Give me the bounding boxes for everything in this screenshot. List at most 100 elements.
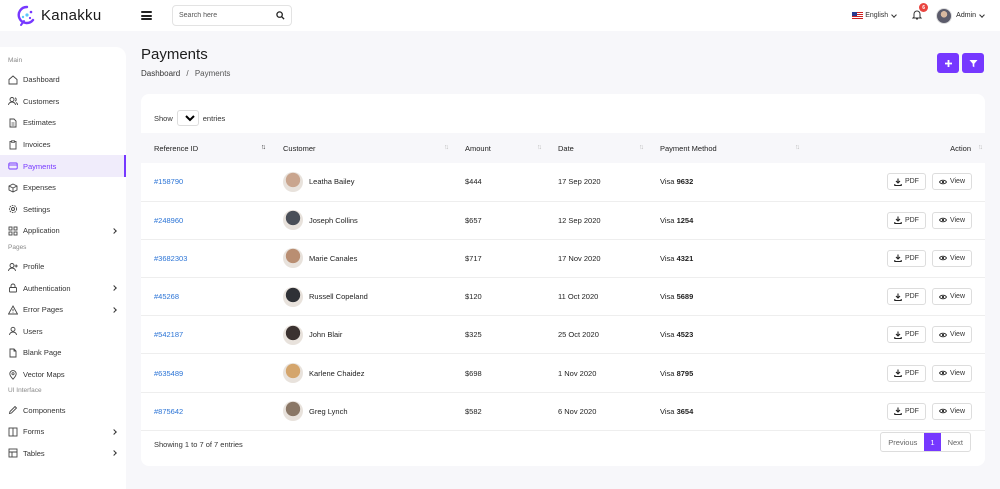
breadcrumb: Dashboard / Payments xyxy=(141,69,230,78)
clipboard-icon xyxy=(9,139,17,150)
sidebar-section-title: UI Interface xyxy=(8,387,42,395)
sidebar-item-application[interactable]: Application xyxy=(0,220,126,242)
pdf-label: PDF xyxy=(904,369,919,377)
view-button[interactable]: View xyxy=(931,402,972,420)
user-menu[interactable]: Admin xyxy=(936,7,985,24)
sidebar-item-label: Expenses xyxy=(23,183,56,193)
search-icon[interactable] xyxy=(276,11,285,20)
sidebar-item-blank-page[interactable]: Blank Page xyxy=(0,342,126,364)
view-button[interactable]: View xyxy=(931,288,972,306)
column-header-action[interactable]: Action ↑↓ xyxy=(950,143,983,153)
reference-link[interactable]: #635489 xyxy=(154,368,184,378)
view-button[interactable]: View xyxy=(931,211,972,229)
column-header-customer[interactable]: Customer ↑↓ xyxy=(283,143,449,153)
date: 17 Sep 2020 xyxy=(558,177,601,187)
sidebar-item-tables[interactable]: Tables xyxy=(0,443,126,465)
card-number: 4321 xyxy=(676,253,694,263)
chevron-down-icon xyxy=(891,11,897,18)
customer-name[interactable]: John Blair xyxy=(309,330,343,340)
column-header-payment-method[interactable]: Payment Method ↑↓ xyxy=(660,143,800,153)
sidebar-item-authentication[interactable]: Authentication xyxy=(0,277,126,299)
avatar[interactable] xyxy=(283,248,303,269)
view-button[interactable]: View xyxy=(931,249,972,267)
pdf-button[interactable]: PDF xyxy=(886,326,926,344)
customer-name[interactable]: Russell Copeland xyxy=(309,292,368,302)
sidebar-item-label: Dashboard xyxy=(23,75,60,85)
column-header-reference-id[interactable]: Reference ID ↑↓ xyxy=(154,143,266,153)
avatar[interactable] xyxy=(283,363,303,384)
sidebar-item-expenses[interactable]: Expenses xyxy=(0,177,126,199)
sidebar-item-invoices[interactable]: Invoices xyxy=(0,134,126,156)
notifications-button[interactable]: 6 xyxy=(911,3,929,22)
reference-link[interactable]: #3682303 xyxy=(154,253,188,263)
sidebar-item-components[interactable]: Components xyxy=(0,399,126,421)
customer-name[interactable]: Leatha Bailey xyxy=(309,177,355,187)
next-page-button[interactable]: Next xyxy=(947,437,963,447)
avatar[interactable] xyxy=(283,401,303,422)
view-button[interactable]: View xyxy=(931,364,972,382)
download-icon xyxy=(894,178,902,186)
add-payment-button[interactable] xyxy=(937,53,959,73)
avatar[interactable] xyxy=(283,210,303,231)
sidebar-item-settings[interactable]: Settings xyxy=(0,199,126,221)
column-header-amount[interactable]: Amount ↑↓ xyxy=(465,143,542,153)
eye-icon xyxy=(938,332,947,338)
sidebar-item-customers[interactable]: Customers xyxy=(0,91,126,113)
sidebar-item-label: Invoices xyxy=(23,140,51,150)
sidebar-item-label: Profile xyxy=(23,262,45,272)
view-button[interactable]: View xyxy=(931,326,972,344)
customer-name[interactable]: Greg Lynch xyxy=(309,406,348,416)
logo[interactable]: Kanakku xyxy=(0,5,126,27)
entries-length-control: Show 10 entries xyxy=(154,110,225,126)
reference-link[interactable]: #542187 xyxy=(154,330,184,340)
sidebar-section-title: Main xyxy=(8,57,23,64)
pdf-button[interactable]: PDF xyxy=(886,211,926,229)
reference-link[interactable]: #248960 xyxy=(154,215,184,225)
entries-select[interactable]: 10 xyxy=(176,110,199,126)
search-input[interactable] xyxy=(179,12,276,19)
sidebar-item-error-pages[interactable]: Error Pages xyxy=(0,299,126,321)
blank-file-icon xyxy=(9,348,17,358)
sort-icon: ↑↓ xyxy=(261,144,266,151)
column-header-date[interactable]: Date ↑↓ xyxy=(558,143,644,153)
pdf-button[interactable]: PDF xyxy=(886,402,926,420)
sidebar-item-payments[interactable]: Payments xyxy=(0,155,126,177)
filter-icon xyxy=(969,59,977,67)
breadcrumb-home[interactable]: Dashboard xyxy=(141,69,181,78)
previous-page-button[interactable]: Previous xyxy=(888,437,918,447)
sidebar-item-users[interactable]: Users xyxy=(0,321,126,343)
avatar xyxy=(936,7,953,24)
customer-cell: John Blair xyxy=(283,324,453,345)
reference-link[interactable]: #158790 xyxy=(154,177,184,187)
view-button[interactable]: View xyxy=(931,173,972,191)
pdf-button[interactable]: PDF xyxy=(886,288,926,306)
pdf-button[interactable]: PDF xyxy=(886,364,926,382)
page-button-1[interactable]: 1 xyxy=(924,433,941,451)
menu-toggle-icon[interactable] xyxy=(141,11,152,20)
lock-icon xyxy=(9,283,17,293)
avatar[interactable] xyxy=(283,324,303,345)
customer-name[interactable]: Karlene Chaidez xyxy=(309,368,365,378)
customer-name[interactable]: Joseph Collins xyxy=(309,215,358,225)
pdf-button[interactable]: PDF xyxy=(886,249,926,267)
view-label: View xyxy=(949,369,965,377)
avatar[interactable] xyxy=(283,286,303,307)
pdf-button[interactable]: PDF xyxy=(886,173,926,191)
customer-name[interactable]: Marie Canales xyxy=(309,253,358,263)
sidebar-item-dashboard[interactable]: Dashboard xyxy=(0,69,126,91)
filter-button[interactable] xyxy=(962,53,984,73)
payments-card: Show 10 entries Reference ID ↑↓ Customer ↑… xyxy=(141,94,985,466)
language-dropdown[interactable]: English xyxy=(852,11,897,19)
avatar[interactable] xyxy=(283,171,303,192)
user-plus-icon xyxy=(8,262,18,271)
reference-link[interactable]: #45268 xyxy=(154,292,180,302)
sidebar-item-label: Error Pages xyxy=(23,305,64,315)
date: 25 Oct 2020 xyxy=(558,330,599,340)
sidebar-item-estimates[interactable]: Estimates xyxy=(0,112,126,134)
users-icon xyxy=(8,97,18,106)
sidebar-item-vector-maps[interactable]: Vector Maps xyxy=(0,364,126,386)
payment-method: Visa xyxy=(660,406,675,416)
sidebar-item-forms[interactable]: Forms xyxy=(0,421,126,443)
sidebar-item-profile[interactable]: Profile xyxy=(0,256,126,278)
reference-link[interactable]: #875642 xyxy=(154,406,184,416)
